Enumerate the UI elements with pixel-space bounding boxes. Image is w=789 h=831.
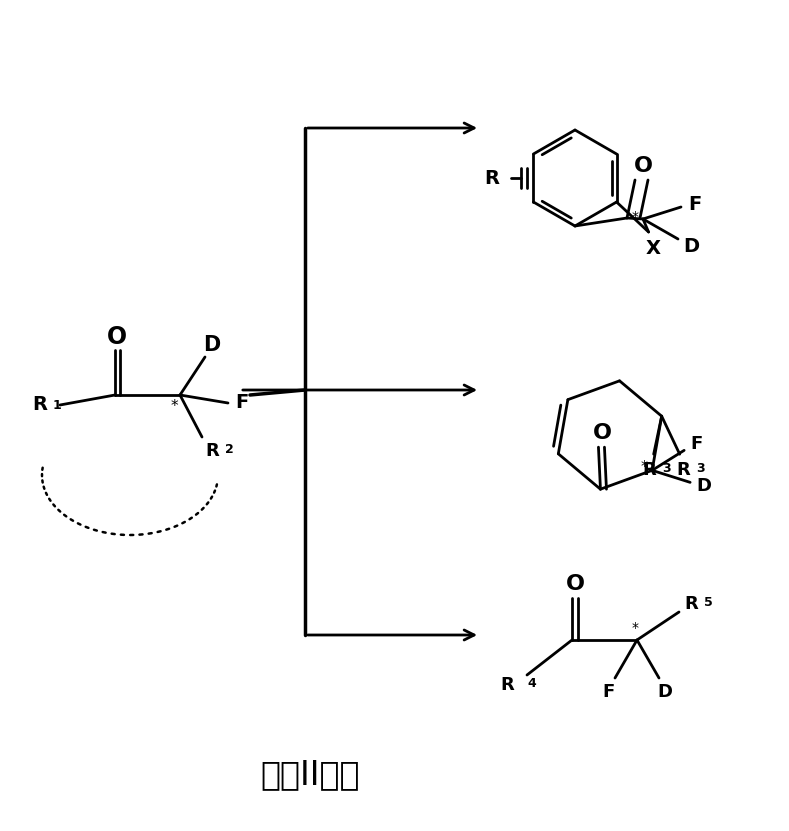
- Text: O: O: [634, 156, 653, 176]
- Text: *: *: [631, 621, 638, 635]
- Text: F: F: [603, 683, 615, 701]
- Text: R: R: [643, 461, 656, 479]
- Text: *: *: [170, 400, 178, 415]
- Text: R: R: [32, 396, 47, 415]
- Text: 5: 5: [704, 596, 712, 609]
- Text: D: D: [657, 683, 672, 701]
- Text: D: D: [697, 477, 712, 495]
- Text: 1: 1: [53, 399, 62, 412]
- Text: F: F: [235, 394, 249, 412]
- Text: 3: 3: [663, 462, 671, 475]
- Text: F: F: [688, 194, 701, 214]
- Text: O: O: [107, 325, 127, 349]
- Text: 2: 2: [225, 443, 234, 456]
- Text: X: X: [646, 238, 661, 258]
- Text: 式（II）；: 式（II）；: [260, 759, 360, 791]
- Text: D: D: [683, 238, 699, 257]
- Text: D: D: [204, 335, 221, 355]
- Text: O: O: [593, 423, 612, 443]
- Text: *: *: [641, 460, 648, 474]
- Text: R: R: [484, 169, 499, 188]
- Text: *: *: [631, 210, 638, 224]
- Text: O: O: [566, 574, 585, 594]
- Text: R: R: [205, 442, 219, 460]
- Text: R: R: [500, 676, 514, 694]
- Text: 4: 4: [527, 677, 536, 690]
- Text: F: F: [690, 435, 702, 454]
- Text: 3: 3: [697, 462, 705, 475]
- Text: R: R: [677, 461, 690, 479]
- Text: R: R: [684, 595, 698, 613]
